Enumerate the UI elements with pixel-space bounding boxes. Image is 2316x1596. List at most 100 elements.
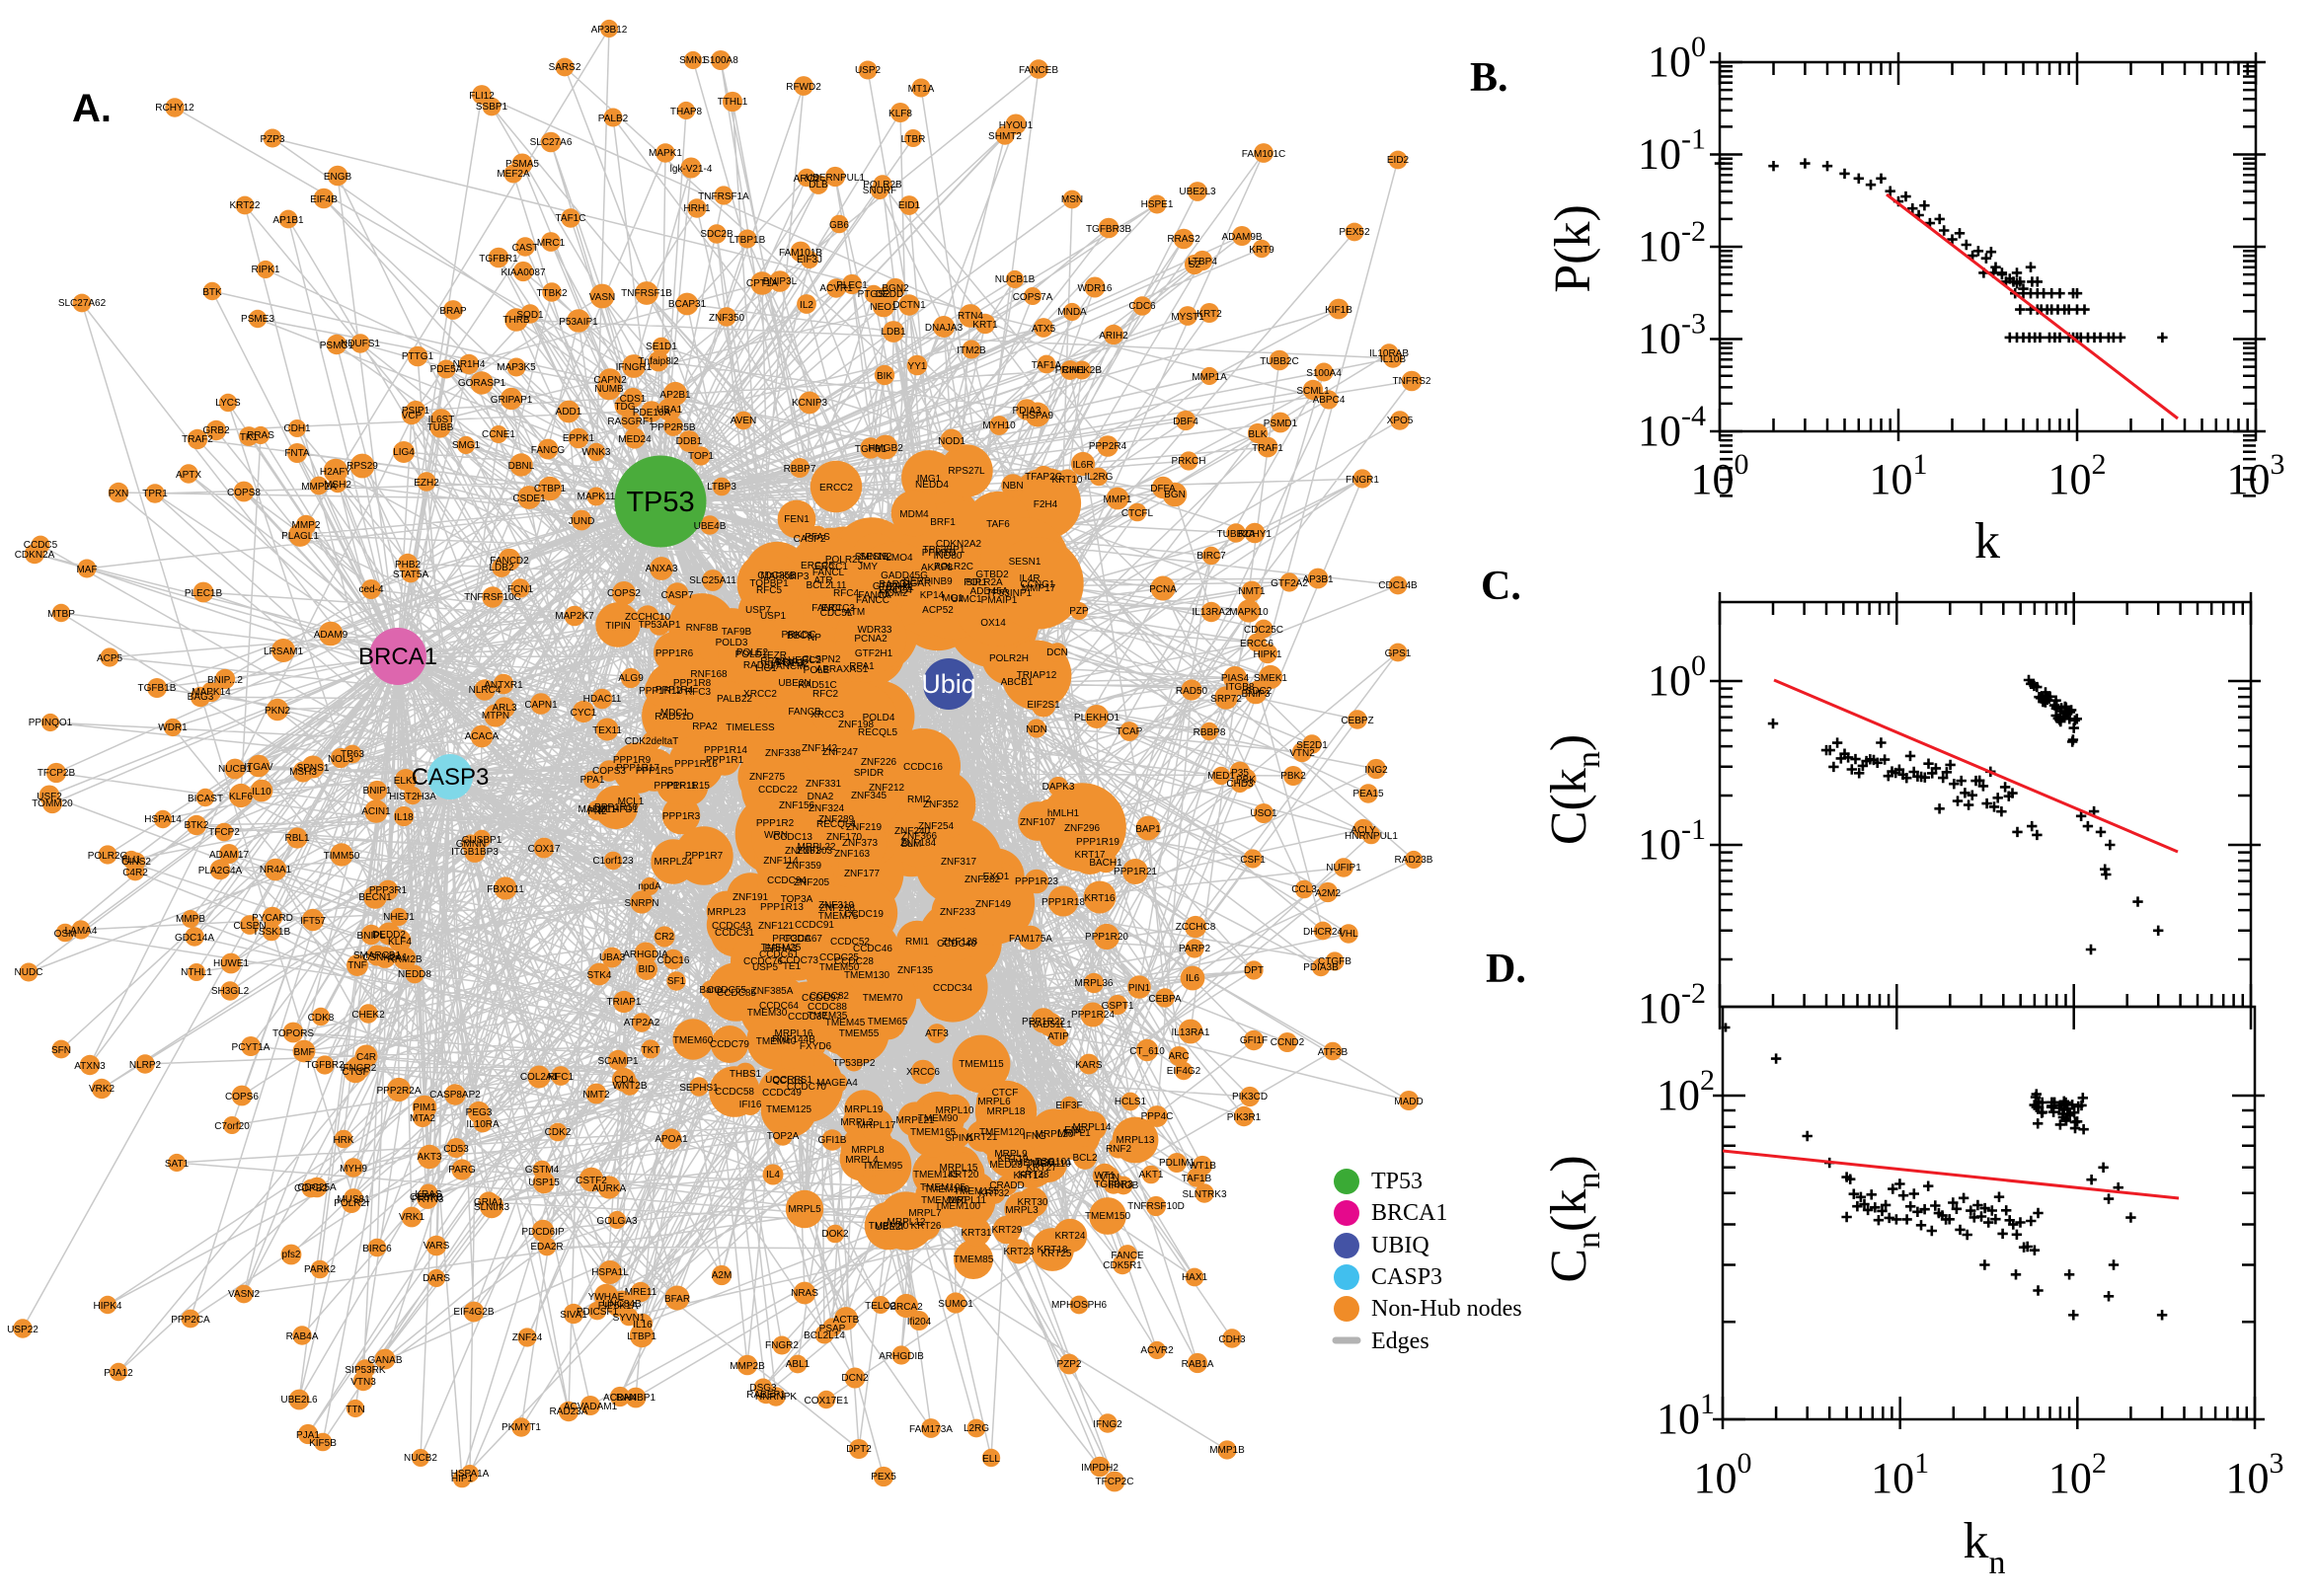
svg-text:SLNTRK3: SLNTRK3	[1182, 1189, 1226, 1200]
svg-text:IFI16: IFI16	[739, 1100, 762, 1110]
svg-text:TPR1: TPR1	[142, 489, 168, 499]
svg-text:CDC25C: CDC25C	[1244, 625, 1283, 636]
svg-text:PTGS2: PTGS2	[858, 289, 890, 300]
svg-text:RNF2: RNF2	[1106, 1144, 1132, 1155]
svg-text:MRPL13: MRPL13	[1117, 1135, 1155, 1146]
svg-text:CCDC76: CCDC76	[743, 956, 783, 967]
svg-text:LIG4: LIG4	[393, 447, 415, 458]
svg-text:MDC1: MDC1	[660, 708, 689, 719]
svg-text:VASN2: VASN2	[228, 1289, 260, 1300]
svg-text:CCDC73: CCDC73	[779, 955, 818, 966]
svg-text:MNDA: MNDA	[1057, 307, 1087, 318]
svg-text:SPIDR: SPIDR	[854, 768, 885, 779]
svg-text:CCDC31: CCDC31	[715, 928, 754, 939]
svg-text:MYH9: MYH9	[340, 1164, 367, 1175]
svg-text:XPO5: XPO5	[1387, 416, 1414, 426]
svg-text:TGFBR1: TGFBR1	[479, 254, 518, 265]
svg-text:CTCFL: CTCFL	[1121, 508, 1154, 519]
svg-text:PEG3: PEG3	[466, 1107, 493, 1118]
svg-text:KLF8: KLF8	[888, 109, 912, 119]
svg-text:CCDC22: CCDC22	[758, 785, 798, 796]
svg-text:POLR2L: POLR2L	[825, 555, 864, 566]
svg-text:SMG1: SMG1	[452, 440, 481, 451]
svg-text:MYH10: MYH10	[982, 420, 1016, 431]
svg-text:SDC2: SDC2	[1246, 686, 1273, 697]
svg-text:USP7: USP7	[745, 605, 772, 616]
svg-text:ELK1: ELK1	[394, 776, 419, 787]
svg-text:ACLY: ACLY	[1351, 825, 1376, 836]
svg-text:AURKA: AURKA	[592, 1183, 627, 1194]
svg-text:KRT17: KRT17	[1075, 850, 1106, 861]
svg-text:SLC27A62: SLC27A62	[58, 298, 107, 309]
svg-text:PPP1R10: PPP1R10	[594, 802, 638, 813]
svg-text:LTBP1: LTBP1	[627, 1331, 656, 1342]
svg-text:PIM1: PIM1	[413, 1102, 436, 1113]
svg-text:PPP1R12: PPP1R12	[639, 686, 682, 697]
svg-text:TP53: TP53	[626, 487, 694, 518]
svg-text:ING2: ING2	[1364, 765, 1388, 776]
svg-text:PEA15: PEA15	[1352, 789, 1384, 799]
svg-text:TELO2: TELO2	[865, 1301, 896, 1312]
svg-text:ENG: ENG	[1064, 1125, 1086, 1136]
svg-text:HIP1: HIP1	[451, 1474, 474, 1484]
svg-text:CHD3: CHD3	[1226, 779, 1254, 790]
svg-text:ZNF289: ZNF289	[818, 814, 855, 825]
svg-text:POLR2I: POLR2I	[334, 1198, 369, 1209]
svg-text:FNGR2: FNGR2	[765, 1340, 799, 1351]
svg-text:THBS1: THBS1	[730, 1069, 762, 1080]
svg-text:CTBP1: CTBP1	[534, 484, 567, 494]
svg-text:DFFA: DFFA	[1150, 484, 1176, 494]
svg-text:TNFRSF1A: TNFRSF1A	[698, 191, 749, 202]
svg-text:HSPA1A: HSPA1A	[451, 1469, 490, 1480]
svg-text:L2RG: L2RG	[964, 1423, 989, 1434]
svg-text:FNGR1: FNGR1	[1346, 475, 1379, 486]
svg-text:TMEM55: TMEM55	[839, 1028, 880, 1039]
svg-text:101: 101	[1870, 448, 1928, 503]
svg-text:MAPK1: MAPK1	[649, 148, 682, 159]
svg-text:CEBPZ: CEBPZ	[1341, 716, 1373, 726]
svg-text:MRPL21: MRPL21	[896, 1115, 935, 1126]
svg-text:APOA1: APOA1	[655, 1134, 688, 1145]
svg-text:PPP3CA: PPP3CA	[772, 934, 811, 945]
svg-text:TFCP2: TFCP2	[208, 827, 240, 838]
svg-text:TUBB2C: TUBB2C	[1260, 356, 1298, 367]
svg-text:S100A8: S100A8	[703, 55, 738, 66]
svg-text:KRT2: KRT2	[1197, 309, 1222, 320]
svg-text:LIG1: LIG1	[755, 663, 777, 674]
svg-text:CASP2: CASP2	[794, 534, 826, 545]
svg-text:C(kn): C(kn)	[1541, 734, 1607, 845]
svg-text:MMP17: MMP17	[1022, 583, 1056, 594]
svg-text:ZNF366: ZNF366	[901, 831, 938, 842]
svg-text:DSG3: DSG3	[749, 1383, 777, 1394]
svg-text:PLA2G4A: PLA2G4A	[198, 866, 243, 876]
svg-text:AKAP8: AKAP8	[921, 563, 954, 573]
svg-text:HNRNPK: HNRNPK	[755, 1392, 798, 1403]
svg-text:AKT1: AKT1	[1138, 1170, 1163, 1180]
svg-text:RTN4: RTN4	[958, 311, 983, 322]
svg-text:TAF9B: TAF9B	[722, 627, 752, 638]
svg-text:SSBP1: SSBP1	[476, 102, 508, 113]
svg-text:TFCP2B: TFCP2B	[38, 768, 76, 779]
svg-text:RCHY1: RCHY1	[1238, 529, 1272, 540]
svg-text:AP3B12: AP3B12	[591, 25, 628, 36]
svg-text:WNK3: WNK3	[582, 447, 611, 458]
svg-text:C.: C.	[1481, 564, 1521, 609]
svg-text:MCL1: MCL1	[618, 797, 645, 807]
svg-text:P53AIP1: P53AIP1	[559, 317, 598, 328]
svg-text:UIMC1: UIMC1	[951, 594, 982, 605]
svg-text:PHB2: PHB2	[395, 560, 422, 570]
svg-text:TMEM105: TMEM105	[920, 1182, 966, 1193]
svg-text:MRPL2: MRPL2	[840, 1117, 874, 1128]
svg-text:LTBP3: LTBP3	[707, 482, 736, 493]
svg-text:TMEM110: TMEM110	[1026, 1159, 1071, 1170]
svg-text:GADD45G: GADD45G	[881, 570, 928, 581]
svg-text:PLEC1B: PLEC1B	[185, 588, 223, 599]
svg-text:IL2RG: IL2RG	[1085, 472, 1114, 483]
svg-text:EIF2S1: EIF2S1	[1027, 700, 1060, 711]
svg-text:MMP2A: MMP2A	[301, 482, 337, 493]
svg-text:TMEM40: TMEM40	[756, 1036, 797, 1047]
svg-text:ZNF373: ZNF373	[842, 838, 879, 849]
svg-text:PKN2: PKN2	[265, 706, 291, 717]
svg-text:PPP1R15: PPP1R15	[666, 781, 710, 792]
svg-text:KRT27: KRT27	[1027, 1163, 1057, 1174]
